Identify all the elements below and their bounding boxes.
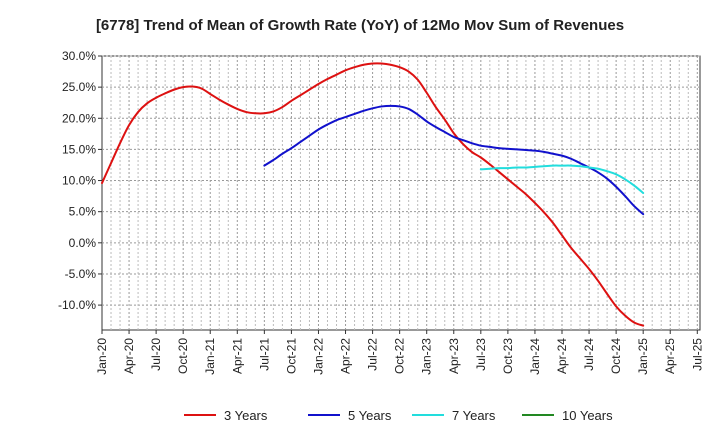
x-tick-label: Jan-24 [528, 338, 542, 375]
x-tick-label: Jan-20 [95, 338, 109, 375]
x-tick-label: Jul-20 [149, 338, 163, 371]
y-tick-label: 30.0% [62, 49, 96, 63]
y-tick-label: 0.0% [69, 236, 97, 250]
legend-label-5-years: 5 Years [348, 408, 392, 423]
y-tick-label: 5.0% [69, 205, 97, 219]
x-tick-label: Jan-25 [636, 338, 650, 375]
series-line-5-years [263, 104, 645, 216]
x-tick-label: Apr-22 [339, 338, 353, 374]
x-tick-label: Jan-22 [311, 338, 325, 375]
x-tick-label: Jul-24 [582, 338, 596, 371]
y-tick-label: 10.0% [62, 174, 96, 188]
x-tick-label: Oct-21 [284, 338, 298, 374]
x-tick-label: Oct-22 [393, 338, 407, 374]
x-tick-label: Apr-25 [663, 338, 677, 374]
x-tick-label: Oct-24 [609, 338, 623, 374]
series-lines [101, 62, 645, 327]
legend-label-7-years: 7 Years [452, 408, 496, 423]
x-tick-label: Jan-23 [420, 338, 434, 375]
x-tick-label: Jul-22 [366, 338, 380, 371]
x-tick-label: Jul-23 [474, 338, 488, 371]
legend-label-3-years: 3 Years [224, 408, 268, 423]
y-tick-label: -5.0% [65, 267, 97, 281]
x-tick-label: Jul-25 [690, 338, 704, 371]
x-tick-label: Jan-21 [203, 338, 217, 375]
y-tick-label: 20.0% [62, 111, 96, 125]
y-tick-label: 15.0% [62, 142, 96, 156]
y-tick-label: 25.0% [62, 80, 96, 94]
x-tick-label: Apr-24 [555, 338, 569, 374]
legend-label-10-years: 10 Years [562, 408, 613, 423]
x-tick-label: Oct-23 [501, 338, 515, 374]
chart-title: [6778] Trend of Mean of Growth Rate (YoY… [96, 17, 624, 34]
x-tick-label: Apr-23 [447, 338, 461, 374]
x-axis: Jan-20 Apr-20 Jul-20 Oct-20 Jan-21 Apr-21 Jul-… [95, 330, 704, 375]
x-tick-label: Jul-21 [257, 338, 271, 371]
y-axis: 30.0% 25.0% 20.0% 15.0% 10.0% 5.0% 0.0% -5.0% -1… [58, 49, 102, 312]
y-tick-label: -10.0% [58, 298, 96, 312]
series-line-3-years [101, 62, 645, 327]
legend: 3 Years 5 Years 7 Years 10 Years [184, 408, 613, 423]
x-tick-label: Apr-20 [122, 338, 136, 374]
x-tick-label: Apr-21 [230, 338, 244, 374]
x-tick-label: Oct-20 [176, 338, 190, 374]
grid [102, 55, 700, 330]
series-line-7-years [479, 164, 645, 194]
